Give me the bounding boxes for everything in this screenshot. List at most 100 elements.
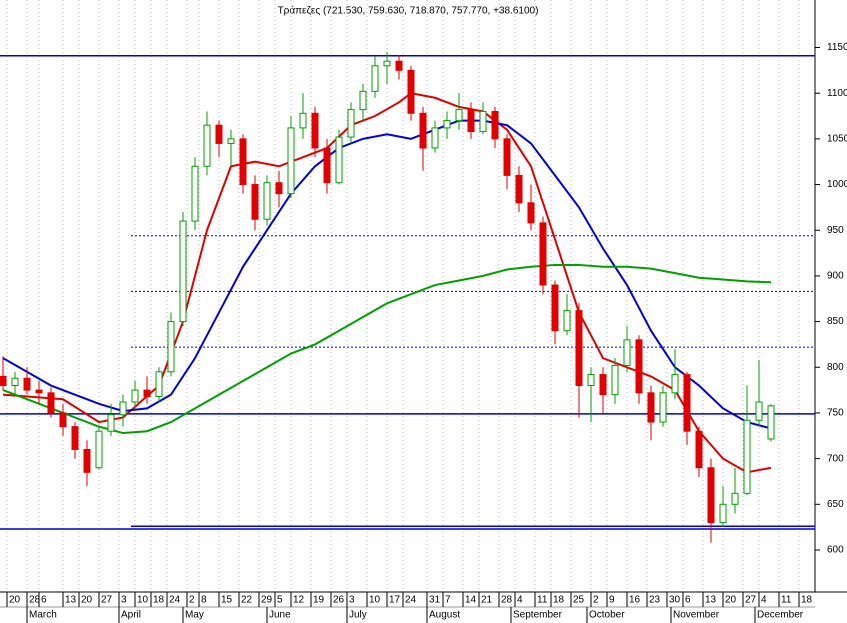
y-tick-label: 650: [827, 499, 844, 510]
candle-body: [167, 321, 175, 373]
x-tick-label: 17: [389, 595, 401, 606]
candle-body: [683, 374, 691, 432]
x-tick-label: 5: [277, 595, 283, 606]
candle-body: [71, 426, 79, 450]
candle-body: [179, 220, 187, 323]
candle-body: [515, 174, 523, 204]
x-tick-label: 4: [761, 595, 767, 606]
x-tick-label: 21: [481, 595, 493, 606]
x-tick-label: 13: [65, 595, 77, 606]
x-tick-label: 6: [685, 595, 691, 606]
candle-body: [299, 112, 307, 129]
x-tick-label: 26: [333, 595, 345, 606]
candle-body: [191, 165, 199, 222]
candle-body: [119, 401, 127, 416]
month-label: July: [349, 610, 367, 621]
x-tick-label: 18: [801, 595, 813, 606]
moving-average: [2, 119, 772, 430]
x-tick-label: 20: [81, 595, 93, 606]
candle-body: [347, 109, 355, 138]
month-label: October: [589, 610, 625, 621]
candle-body: [659, 392, 667, 423]
candle-body: [695, 430, 703, 469]
candle-body: [455, 109, 463, 122]
candle-body: [647, 392, 655, 423]
x-tick-label: 20: [725, 595, 737, 606]
candle-body: [611, 364, 619, 396]
candle-body: [323, 147, 331, 184]
x-tick-label: 3: [121, 595, 127, 606]
month-label: June: [269, 610, 291, 621]
candle-body: [707, 467, 715, 524]
month-label: May: [185, 610, 204, 621]
candle-body: [239, 138, 247, 186]
y-tick-label: 850: [827, 316, 844, 327]
candle-body: [467, 109, 475, 133]
month-label: December: [757, 610, 804, 621]
x-tick-label: 8: [201, 595, 207, 606]
y-tick-label: 750: [827, 408, 844, 419]
candle-body: [47, 392, 55, 414]
x-tick-label: 3: [349, 595, 355, 606]
candle-body: [743, 419, 751, 494]
x-tick-label: 23: [649, 595, 661, 606]
x-tick-label: 19: [313, 595, 325, 606]
candle-body: [503, 138, 511, 176]
candle-body: [227, 138, 235, 144]
x-tick-label: 15: [221, 595, 233, 606]
y-tick-label: 950: [827, 225, 844, 236]
x-tick-label: 11: [781, 595, 792, 606]
chart-title: Τράπεζες (721.530, 759.630, 718.870, 757…: [278, 5, 539, 17]
candle-body: [59, 412, 67, 428]
y-tick-label: 1100: [827, 88, 847, 99]
x-tick-label: 24: [405, 595, 417, 606]
candle-body: [311, 112, 319, 149]
candle-body: [719, 503, 727, 524]
candle-body: [275, 182, 283, 195]
candle-body: [371, 65, 379, 92]
y-tick-label: 900: [827, 271, 844, 282]
y-tick-label: 1150: [827, 42, 847, 53]
y-tick-label: 800: [827, 362, 844, 373]
candle-body: [551, 284, 559, 332]
x-tick-label: 29: [261, 595, 273, 606]
candle-body: [395, 60, 403, 71]
month-label: March: [29, 610, 57, 621]
x-tick-label: 31: [429, 595, 441, 606]
candle-body: [755, 401, 763, 421]
candle-body: [95, 430, 103, 469]
x-tick-label: 27: [101, 595, 113, 606]
candle-body: [0, 375, 7, 387]
month-label: August: [429, 610, 460, 621]
candle-body: [587, 374, 595, 387]
x-tick-label: 13: [705, 595, 717, 606]
candle-body: [431, 127, 439, 149]
candle-body: [599, 374, 607, 396]
candle-body: [527, 202, 535, 224]
candle-body: [143, 389, 151, 397]
candle-body: [419, 112, 427, 149]
x-tick-label: 22: [241, 595, 253, 606]
x-tick-label: 20: [9, 595, 21, 606]
candle-body: [23, 377, 31, 391]
candle-body: [287, 127, 295, 195]
month-label: April: [121, 610, 141, 621]
candle-body: [731, 492, 739, 505]
month-label: November: [673, 610, 720, 621]
x-tick-label: 7: [445, 595, 451, 606]
x-tick-label: 2: [593, 595, 599, 606]
candle-body: [215, 124, 223, 144]
moving-average: [2, 263, 772, 435]
x-tick-label: 11: [537, 595, 548, 606]
month-label: September: [513, 610, 563, 621]
candle-body: [383, 60, 391, 67]
candle-body: [263, 182, 271, 220]
candle-body: [767, 405, 775, 440]
candle-body: [563, 310, 571, 332]
candle-body: [359, 90, 367, 111]
candle-body: [251, 184, 259, 220]
candle-body: [539, 222, 547, 286]
candle-body: [491, 110, 499, 140]
candle-body: [155, 371, 163, 397]
